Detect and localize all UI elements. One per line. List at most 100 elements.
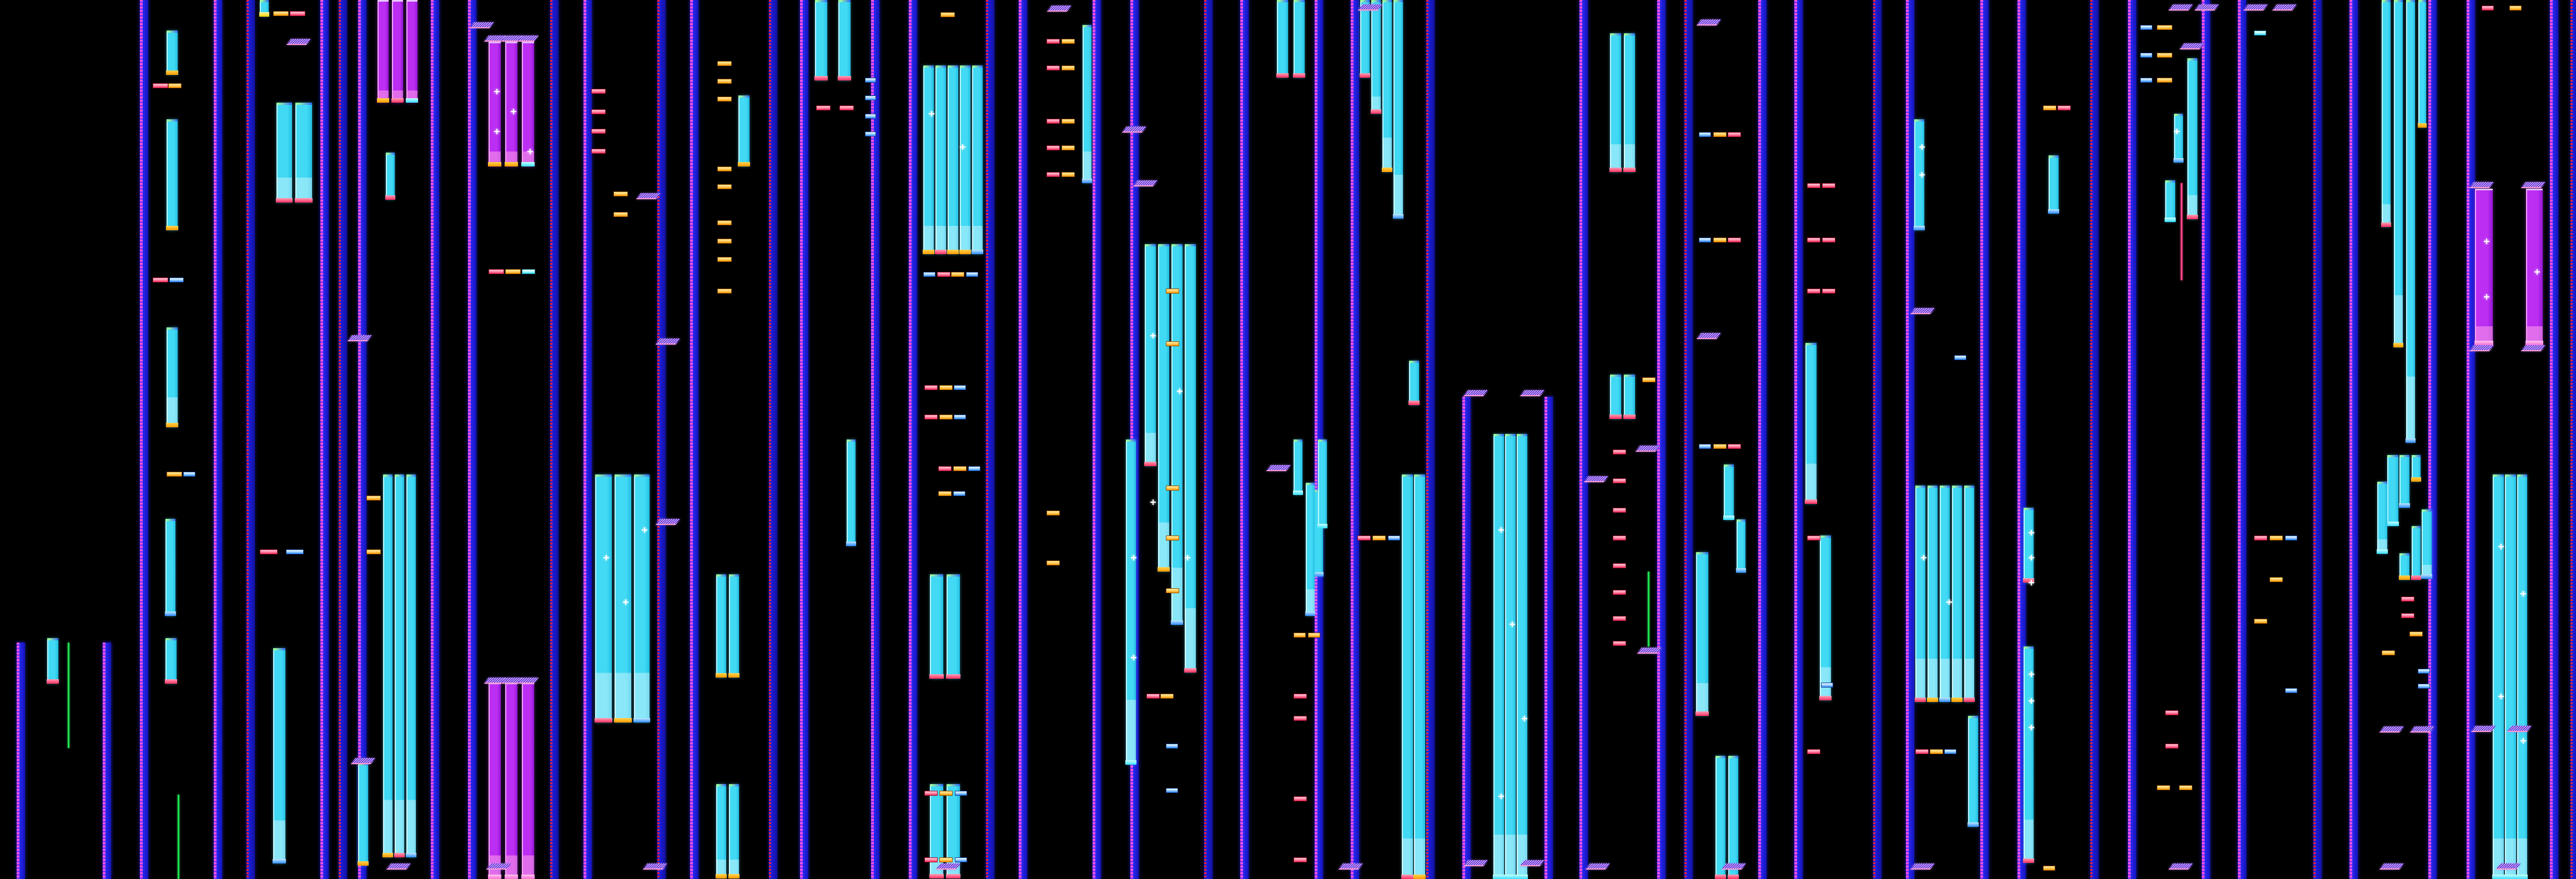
cell-column <box>1293 0 1305 78</box>
power-rail <box>1579 0 1588 879</box>
cell-column <box>2387 455 2399 526</box>
cell-column <box>633 474 650 723</box>
cell-column <box>165 638 177 684</box>
pin-dash <box>2254 536 2267 540</box>
pin-dash <box>865 95 876 100</box>
power-rail <box>871 0 879 879</box>
pin-dash <box>954 385 966 390</box>
pin-dash <box>1046 119 1060 124</box>
cell-column <box>1493 434 1505 879</box>
cell-column <box>1623 375 1636 419</box>
via-array-cap <box>2520 345 2546 351</box>
via-array-cap <box>1266 465 1291 471</box>
pin-dash <box>1821 683 1833 688</box>
pin-dash <box>1166 289 1179 294</box>
power-rail <box>2349 0 2358 879</box>
pin-dash <box>591 149 606 154</box>
pin-dash <box>1807 183 1820 188</box>
power-rail <box>986 0 994 879</box>
via-array-cap <box>1133 180 1158 186</box>
pin-dash <box>613 191 628 196</box>
via-sparkle-icon <box>2484 294 2489 300</box>
power-rail <box>657 0 666 879</box>
power-rail <box>1240 0 1249 879</box>
via-sparkle-icon <box>642 527 647 533</box>
via-sparkle-icon <box>623 599 628 605</box>
pin-dash <box>1308 633 1320 638</box>
cell-column <box>1964 486 1975 702</box>
via-sparkle-icon <box>1498 527 1504 533</box>
via-array-cap <box>1696 19 1722 26</box>
cell-column <box>358 763 369 866</box>
cell-column <box>406 474 416 857</box>
cell-column <box>165 519 176 616</box>
cell-column <box>2023 508 2034 583</box>
pin-dash <box>816 105 831 110</box>
cell-column <box>946 574 960 679</box>
cell-column <box>738 95 750 166</box>
cell-column <box>383 474 393 857</box>
cell-column <box>2399 553 2410 580</box>
pin-dash <box>1388 536 1400 540</box>
macro-column <box>505 683 518 879</box>
cell-column <box>946 784 960 878</box>
pin-dash <box>1294 694 1307 699</box>
power-rail <box>800 0 808 879</box>
pin-dash <box>2418 684 2430 689</box>
pin-dash <box>1713 132 1727 137</box>
pin-dash <box>924 415 938 420</box>
pin-dash <box>591 109 606 114</box>
cell-column <box>1951 486 1963 702</box>
net-line <box>68 643 69 748</box>
via-sparkle-icon <box>2534 269 2540 275</box>
power-rail <box>2467 0 2475 879</box>
via-sparkle-icon <box>1131 555 1136 560</box>
pin-dash <box>1807 536 1820 540</box>
via-sparkle-icon <box>960 144 965 150</box>
cell-column <box>2187 58 2198 219</box>
cell-column <box>972 65 983 254</box>
pin-dash <box>717 289 732 294</box>
pin-dash <box>2165 710 2178 715</box>
pin-dash <box>2179 785 2192 790</box>
pin-dash <box>290 11 305 16</box>
cell-column <box>1317 440 1327 528</box>
via-array-cap <box>2379 726 2404 732</box>
pin-dash <box>2482 6 2494 11</box>
via-sparkle-icon <box>511 109 516 114</box>
pin-dash <box>1699 444 1711 449</box>
pin-dash <box>2270 536 2283 540</box>
pin-dash <box>1166 588 1179 593</box>
via-array-cap <box>1520 390 1545 396</box>
via-sparkle-icon <box>494 89 500 94</box>
power-rail <box>1873 0 1881 879</box>
power-rail <box>2550 0 2558 879</box>
pin-dash <box>939 385 953 390</box>
via-array-cap <box>2379 863 2404 870</box>
via-sparkle-icon <box>1919 144 1925 150</box>
via-array-cap <box>2194 4 2220 11</box>
via-array-cap <box>2179 43 2205 49</box>
via-array-cap <box>2507 726 2532 732</box>
via-array-cap <box>1910 863 1935 870</box>
pin-dash <box>1944 749 1956 754</box>
pin-dash <box>924 857 938 862</box>
via-sparkle-icon <box>2174 129 2180 134</box>
via-sparkle-icon <box>1510 622 1515 627</box>
via-sparkle-icon <box>2029 530 2034 536</box>
pin-dash <box>2418 669 2430 674</box>
via-sparkle-icon <box>2520 738 2526 744</box>
cell-column <box>1516 434 1528 879</box>
cell-column <box>295 103 313 203</box>
pin-dash <box>366 496 381 501</box>
via-sparkle-icon <box>1185 555 1190 560</box>
cell-column <box>259 0 269 17</box>
via-sparkle-icon <box>2520 591 2526 597</box>
pin-dash <box>717 166 732 171</box>
pin-dash <box>717 220 732 225</box>
pin-dash <box>1046 65 1060 70</box>
via-sparkle-icon <box>1919 172 1925 178</box>
cell-column <box>394 474 405 857</box>
pin-dash <box>1294 857 1307 862</box>
